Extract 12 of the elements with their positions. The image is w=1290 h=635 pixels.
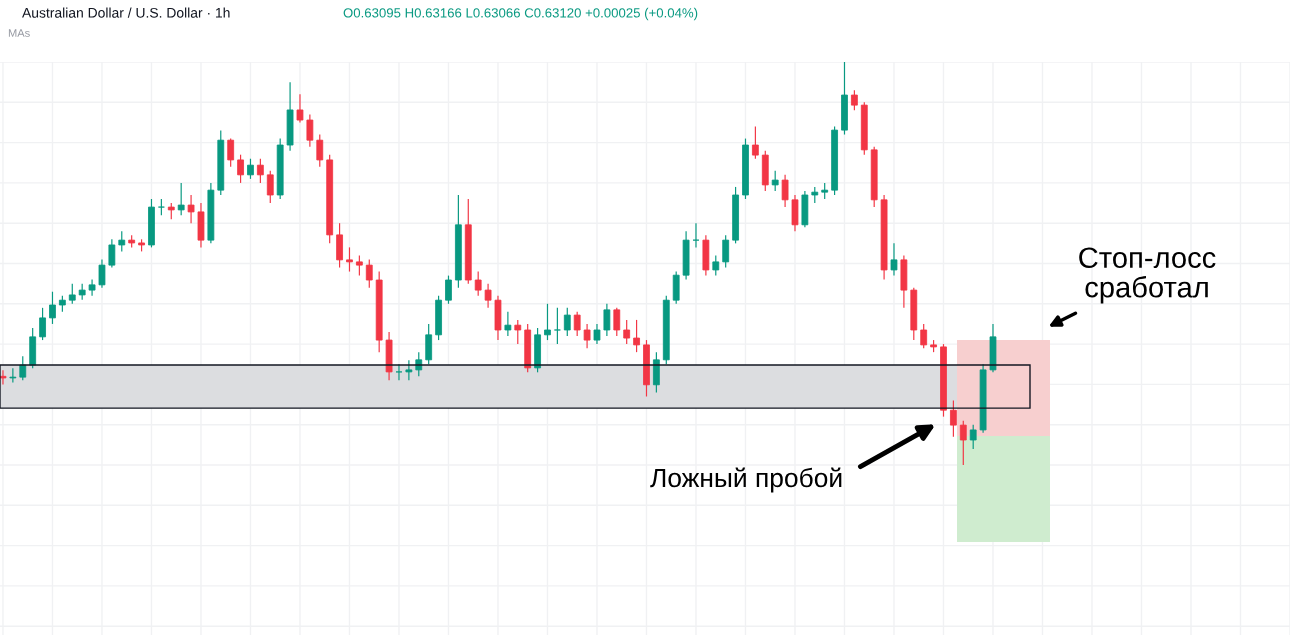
candlestick <box>88 279 96 296</box>
chart-title: Australian Dollar / U.S. Dollar · 1h <box>22 7 230 18</box>
candlestick <box>890 243 898 276</box>
candlestick <box>692 223 700 248</box>
chart-subtitle: O0.63095 H0.63166 L0.63066 C0.63120 +0.00025 (+0.04%) <box>343 7 698 21</box>
candlestick <box>187 194 195 224</box>
text: Ложный пробой <box>650 467 842 493</box>
candlestick <box>395 364 403 381</box>
text: MAs <box>8 29 30 37</box>
text: Стоп-лосс сработал <box>1079 247 1216 304</box>
candlestick <box>296 94 304 123</box>
candlestick <box>0 370 7 385</box>
